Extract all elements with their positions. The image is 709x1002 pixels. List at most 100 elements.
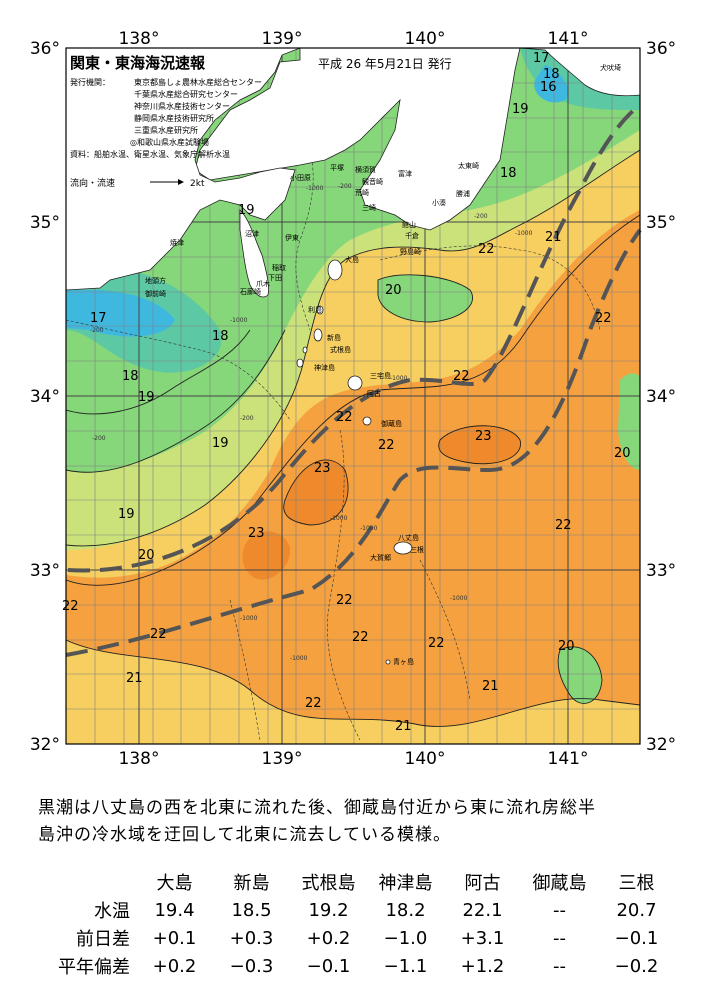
isotherm-label: 19 [238, 203, 255, 218]
place-label: 阿古 [367, 389, 381, 398]
isotherm-label: 20 [385, 283, 402, 298]
place-label: 館山 [402, 220, 416, 229]
map-header: 関東・東海海況速報 平成 26 年5月21日 発行 発行機関： 東京都島しょ農林… [70, 54, 452, 189]
isotherm-label: 19 [138, 390, 155, 405]
isotherm-label: 16 [540, 80, 557, 95]
place-label: 青ヶ島 [393, 657, 414, 666]
place-label: 御蔵島 [381, 419, 402, 428]
table-cell: 19.2 [308, 899, 349, 921]
row-label: 水温 [94, 901, 130, 922]
issuer: ◎和歌山県水産試験場 [130, 137, 209, 147]
place-label: 大賀郷 [370, 553, 391, 562]
place-label: 荒崎 [355, 188, 369, 197]
isotherm-label: 21 [482, 679, 499, 694]
lat-tick: 35° [646, 213, 676, 233]
place-label: 三宅島 [370, 371, 391, 380]
isotherm-lines [66, 149, 640, 727]
place-label: 太東崎 [458, 161, 479, 170]
issuer: 静岡県水産技術研究所 [134, 113, 214, 123]
isotherm-label: 20 [558, 639, 575, 654]
isotherm-label: 22 [378, 438, 395, 453]
row-label: 平年偏差 [58, 957, 130, 978]
place-label: 犬吠埼 [600, 63, 621, 72]
sources: 資料：船舶水温、衛星水温、気象庁解析水温 [70, 149, 230, 159]
depth-label: -200 [90, 327, 104, 334]
lat-tick: 33° [30, 561, 60, 581]
longitude-ticks-top: 138° 139° 140° 141° [119, 29, 589, 49]
place-label: 爪木 [256, 279, 270, 288]
place-label: 野島崎 [400, 247, 421, 256]
place-label: 八丈島 [398, 533, 419, 542]
current-scale-value: 2kt [190, 179, 205, 189]
station-temperature-table: 大島 新島 式根島 神津島 阿古 御蔵島 三根 水温 19.4 18.5 19.… [50, 868, 675, 980]
lat-tick: 36° [30, 39, 60, 59]
place-label: 三崎 [362, 203, 376, 212]
place-label: 伊東 [285, 233, 299, 242]
table-cell: −1.1 [383, 955, 428, 977]
table-row: 水温 19.4 18.5 19.2 18.2 22.1 -- 20.7 [50, 896, 675, 924]
depth-label: -1000 [290, 655, 308, 662]
isotherm-label: 20 [614, 446, 631, 461]
place-label: 石廊崎 [240, 287, 261, 296]
depth-label: -200 [92, 435, 106, 442]
isotherm-label: 18 [212, 329, 229, 344]
isotherm-label: 22 [478, 242, 495, 257]
isotherm-label: 22 [62, 599, 79, 614]
station-header: 神津島 [378, 873, 433, 894]
place-label: 御前崎 [145, 289, 166, 298]
table-cell: −0.2 [614, 955, 659, 977]
isotherm-label: 18 [122, 369, 139, 384]
place-label: 富津 [398, 169, 412, 178]
latitude-ticks-right: 36° 35° 34° 33° 32° [646, 39, 676, 755]
issuer: 三重県水産研究所 [134, 125, 198, 135]
station-header: 三根 [618, 873, 655, 894]
table-cell: -- [553, 955, 566, 977]
depth-label: -1000 [230, 317, 248, 324]
isotherm-label: 22 [595, 311, 612, 326]
isotherm-label: 22 [428, 636, 445, 651]
isotherm-label: 23 [475, 429, 492, 444]
table-cell: 22.1 [462, 899, 503, 921]
place-label: 新島 [327, 333, 341, 342]
table-cell: -- [553, 927, 566, 949]
depth-label: -1000 [240, 615, 258, 622]
depth-label: -1000 [330, 515, 348, 522]
lon-tick: 140° [405, 29, 446, 49]
lat-tick: 34° [30, 387, 60, 407]
table-cell: −1.0 [383, 927, 428, 949]
lon-tick: 141° [548, 749, 589, 769]
lon-tick: 139° [262, 749, 303, 769]
table-cell: −0.3 [229, 955, 274, 977]
isotherm-label: 18 [500, 166, 517, 181]
place-label: 利島 [308, 305, 322, 314]
place-labels: 平塚 横須賀 観音崎 荒崎 三崎 小田原 富津 館山 千倉 野島崎 大島 小湊 … [145, 63, 621, 666]
issuer: 東京都島しょ農林水産総合センター [134, 77, 262, 87]
isotherm-labels: 17 18 16 19 18 19 20 21 22 17 18 18 19 1… [62, 51, 631, 734]
table-cell: +3.1 [460, 927, 505, 949]
depth-label: -1000 [515, 230, 533, 237]
table-cell: +0.2 [152, 955, 197, 977]
kuroshio-axis [65, 103, 642, 657]
land-masses [65, 47, 641, 665]
table-cell: +0.2 [306, 927, 351, 949]
lat-tick: 33° [646, 561, 676, 581]
table-cell: 19.4 [154, 899, 195, 921]
lon-tick: 139° [262, 29, 303, 49]
longitude-ticks-bottom: 138° 139° 140° 141° [119, 749, 589, 769]
station-header: 式根島 [301, 873, 356, 894]
depth-label: -200 [474, 213, 488, 220]
issuers-label: 発行機関： [70, 77, 110, 87]
map-frame [65, 47, 641, 745]
summary-line: 島沖の冷水域を迂回して北東に流去している模様。 [38, 825, 451, 845]
current-legend-label: 流向・流速 [70, 177, 115, 189]
lon-tick: 138° [119, 749, 160, 769]
isotherm-label: 22 [352, 630, 369, 645]
station-header: 大島 [156, 873, 193, 894]
station-header: 阿古 [464, 873, 501, 894]
depth-label: -200 [338, 183, 352, 190]
place-label: 地頭方 [145, 276, 166, 285]
table-cell: +1.2 [460, 955, 505, 977]
table-header-row: 大島 新島 式根島 神津島 阿古 御蔵島 三根 [50, 868, 675, 896]
isotherm-label: 21 [395, 719, 412, 734]
